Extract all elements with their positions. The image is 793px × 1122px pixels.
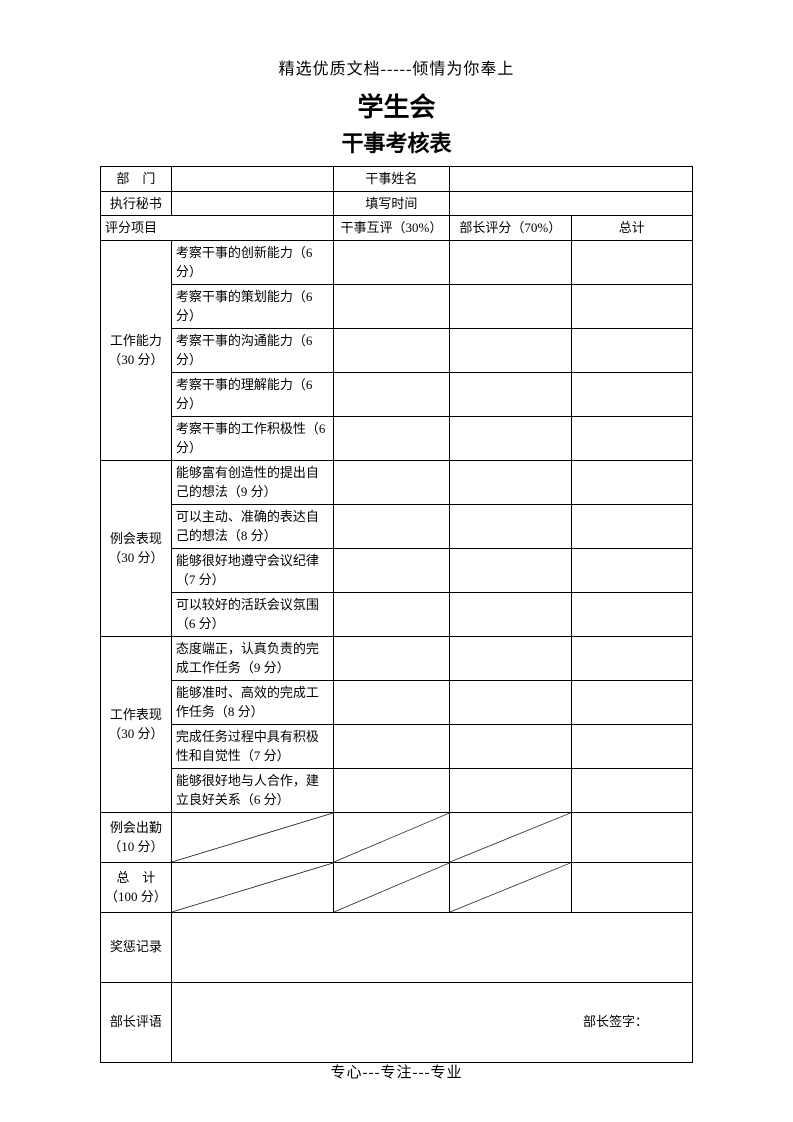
criteria-cell: 考察干事的创新能力（6 分） bbox=[171, 240, 333, 284]
criteria-cell: 能够富有创造性的提出自己的想法（9 分） bbox=[171, 460, 333, 504]
score-cell[interactable] bbox=[333, 724, 449, 768]
score-cell[interactable] bbox=[450, 284, 571, 328]
score-cell[interactable] bbox=[333, 680, 449, 724]
score-cell[interactable] bbox=[333, 504, 449, 548]
criteria-cell: 完成任务过程中具有积极性和自觉性（7 分） bbox=[171, 724, 333, 768]
score-cell[interactable] bbox=[571, 680, 692, 724]
criteria-cell: 考察干事的沟通能力（6 分） bbox=[171, 328, 333, 372]
score-cell[interactable] bbox=[450, 460, 571, 504]
remark-label: 部长评语 bbox=[101, 982, 172, 1062]
score-cell[interactable] bbox=[450, 548, 571, 592]
slash-cell bbox=[333, 862, 449, 912]
label-secretary: 执行秘书 bbox=[101, 191, 172, 216]
criteria-cell: 能够很好地与人合作，建立良好关系（6 分） bbox=[171, 768, 333, 812]
grand-total-label: 总 计（100 分） bbox=[101, 862, 172, 912]
attendance-label: 例会出勤（10 分） bbox=[101, 812, 172, 862]
criteria-cell: 能够准时、高效的完成工作任务（8 分） bbox=[171, 680, 333, 724]
header-note: 精选优质文档-----倾情为你奉上 bbox=[100, 55, 693, 79]
score-cell[interactable] bbox=[333, 768, 449, 812]
value-department[interactable] bbox=[171, 167, 333, 192]
score-cell[interactable] bbox=[571, 768, 692, 812]
criteria-cell: 可以主动、准确的表达自己的想法（8 分） bbox=[171, 504, 333, 548]
criteria-cell: 考察干事的理解能力（6 分） bbox=[171, 372, 333, 416]
score-cell[interactable] bbox=[571, 592, 692, 636]
score-cell[interactable] bbox=[450, 724, 571, 768]
criteria-cell: 能够很好地遵守会议纪律（7 分） bbox=[171, 548, 333, 592]
score-cell[interactable] bbox=[571, 548, 692, 592]
score-cell[interactable] bbox=[571, 240, 692, 284]
score-cell[interactable] bbox=[333, 372, 449, 416]
col-leader: 部长评分（70%） bbox=[450, 216, 571, 241]
slash-cell bbox=[450, 862, 571, 912]
score-cell[interactable] bbox=[333, 592, 449, 636]
attendance-total[interactable] bbox=[571, 812, 692, 862]
col-total: 总计 bbox=[571, 216, 692, 241]
score-cell[interactable] bbox=[571, 284, 692, 328]
title-line-2: 干事考核表 bbox=[100, 126, 693, 158]
section-label-meeting: 例会表现（30 分） bbox=[101, 460, 172, 636]
criteria-cell: 可以较好的活跃会议氛围（6 分） bbox=[171, 592, 333, 636]
score-cell[interactable] bbox=[450, 636, 571, 680]
score-cell[interactable] bbox=[571, 636, 692, 680]
footer-note: 专心---专注---专业 bbox=[0, 1061, 793, 1082]
score-cell[interactable] bbox=[333, 284, 449, 328]
criteria-cell: 考察干事的工作积极性（6 分） bbox=[171, 416, 333, 460]
sign-label: 部长签字： bbox=[176, 1012, 688, 1032]
score-cell[interactable] bbox=[571, 460, 692, 504]
col-peer: 干事互评（30%） bbox=[333, 216, 449, 241]
value-secretary[interactable] bbox=[171, 191, 333, 216]
label-fill-time: 填写时间 bbox=[333, 191, 449, 216]
score-cell[interactable] bbox=[571, 724, 692, 768]
slash-cell bbox=[333, 812, 449, 862]
reward-value[interactable] bbox=[171, 912, 692, 982]
score-cell[interactable] bbox=[450, 240, 571, 284]
score-cell[interactable] bbox=[333, 416, 449, 460]
value-fill-time[interactable] bbox=[450, 191, 693, 216]
section-label-work: 工作表现（30 分） bbox=[101, 636, 172, 812]
score-cell[interactable] bbox=[333, 460, 449, 504]
remark-value[interactable]: 部长签字： bbox=[171, 982, 692, 1062]
section-label-ability: 工作能力（30 分） bbox=[101, 240, 172, 460]
slash-cell bbox=[171, 812, 333, 862]
criteria-cell: 考察干事的策划能力（6 分） bbox=[171, 284, 333, 328]
criteria-cell: 态度端正，认真负责的完成工作任务（9 分） bbox=[171, 636, 333, 680]
score-cell[interactable] bbox=[571, 416, 692, 460]
value-member-name[interactable] bbox=[450, 167, 693, 192]
score-cell[interactable] bbox=[450, 416, 571, 460]
score-cell[interactable] bbox=[450, 372, 571, 416]
score-cell[interactable] bbox=[450, 592, 571, 636]
title-line-1: 学生会 bbox=[100, 87, 693, 124]
score-cell[interactable] bbox=[450, 680, 571, 724]
score-cell[interactable] bbox=[333, 548, 449, 592]
score-cell[interactable] bbox=[333, 328, 449, 372]
score-cell[interactable] bbox=[450, 768, 571, 812]
score-cell[interactable] bbox=[571, 504, 692, 548]
score-cell[interactable] bbox=[333, 636, 449, 680]
reward-label: 奖惩记录 bbox=[101, 912, 172, 982]
score-cell[interactable] bbox=[571, 328, 692, 372]
label-member-name: 干事姓名 bbox=[333, 167, 449, 192]
slash-cell bbox=[450, 812, 571, 862]
grand-total-value[interactable] bbox=[571, 862, 692, 912]
score-cell[interactable] bbox=[450, 504, 571, 548]
score-cell[interactable] bbox=[450, 328, 571, 372]
score-cell[interactable] bbox=[571, 372, 692, 416]
col-item: 评分项目 bbox=[101, 216, 334, 241]
slash-cell bbox=[171, 862, 333, 912]
score-cell[interactable] bbox=[333, 240, 449, 284]
label-department: 部 门 bbox=[101, 167, 172, 192]
evaluation-table: 部 门 干事姓名 执行秘书 填写时间 评分项目 干事互评（30%） 部长评分（7… bbox=[100, 166, 693, 1063]
